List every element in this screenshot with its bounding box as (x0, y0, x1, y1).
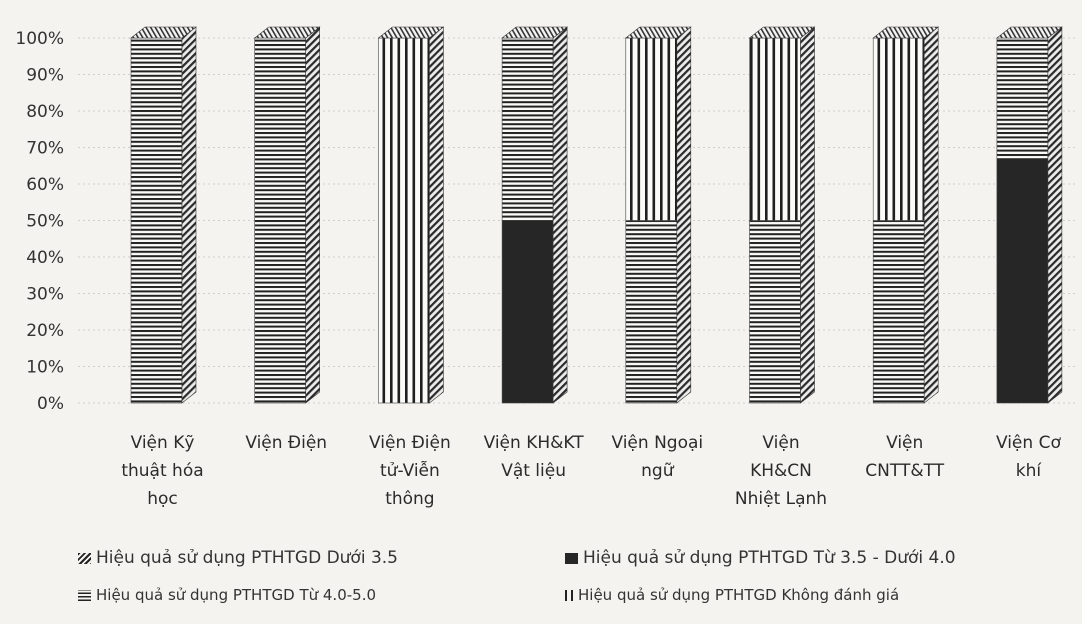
bar-stack (872, 26, 940, 404)
grid-lines (78, 37, 1078, 404)
bar-segment (996, 158, 1049, 404)
legend-label: Hiệu quả sử dụng PTHTGD Từ 3.5 - Dưới 4.… (583, 548, 956, 568)
legend: Hiệu quả sử dụng PTHTGD Dưới 3.5 Hiệu qu… (78, 548, 1078, 624)
y-tick-label: 60% (26, 175, 64, 195)
bar-top-face (501, 26, 568, 39)
bar-segment (749, 37, 801, 221)
bar-stack (253, 26, 321, 404)
bar-top-face (130, 26, 197, 39)
legend-item-not-rated: Hiệu quả sử dụng PTHTGD Không đánh giá (565, 586, 899, 604)
x-category-label: ngữ (641, 461, 675, 481)
x-category-label: Viện (762, 433, 799, 453)
bar-side-face (305, 26, 321, 404)
bars (130, 26, 1063, 404)
x-category-label: Vật liệu (501, 461, 566, 481)
bar-segment (872, 37, 925, 221)
legend-label: Hiệu quả sử dụng PTHTGD Không đánh giá (578, 586, 900, 604)
x-category-label: Viện (886, 433, 923, 453)
y-tick-label: 40% (26, 248, 64, 268)
bar-stack (748, 26, 816, 404)
bar-side-face (181, 26, 197, 404)
bar-segment (996, 37, 1049, 159)
diagonal-hatch-icon (78, 552, 91, 564)
x-category-label: khí (1016, 461, 1043, 481)
horizontal-stripes-icon (78, 589, 91, 601)
bar-stack (130, 26, 197, 404)
legend-label: Hiệu quả sử dụng PTHTGD Dưới 3.5 (96, 548, 398, 568)
bar-segment (625, 37, 678, 221)
x-category-label: KH&CN (750, 461, 812, 481)
x-category-label: Viện Điện (245, 433, 327, 453)
x-category-label: thông (385, 489, 434, 509)
bar-top-face (872, 26, 940, 39)
y-tick-label: 20% (26, 321, 64, 341)
legend-label: Hiệu quả sử dụng PTHTGD Từ 4.0-5.0 (96, 586, 377, 604)
bar-segment (254, 37, 306, 404)
bar-segment (378, 37, 430, 404)
bar-top-face (253, 26, 321, 39)
x-category-label: Nhiệt Lạnh (735, 489, 827, 509)
y-tick-label: 80% (26, 102, 64, 122)
bar-segment (501, 220, 554, 404)
y-tick-label: 0% (37, 394, 64, 414)
x-category-label: tử-Viễn (380, 460, 440, 481)
bar-side-face (800, 26, 815, 404)
y-tick-label: 30% (26, 285, 64, 305)
legend-item-3-5-to-4-0: Hiệu quả sử dụng PTHTGD Từ 3.5 - Dưới 4.… (565, 548, 956, 568)
bar-top-face (624, 26, 692, 39)
bar-segment (501, 37, 554, 221)
x-category-label: Viện Điện (369, 433, 451, 453)
bar-stack (377, 26, 445, 404)
bar-top-face (377, 26, 445, 39)
x-category-label: học (147, 489, 178, 509)
legend-item-below-3-5: Hiệu quả sử dụng PTHTGD Dưới 3.5 (78, 548, 398, 568)
bar-stack (501, 26, 568, 404)
bar-side-face (923, 26, 939, 404)
bar-side-face (429, 26, 444, 404)
x-category-label: Viện Ngoại (611, 433, 703, 453)
y-tick-label: 100% (15, 29, 64, 49)
bar-segment (872, 220, 925, 404)
chart-plot: 0% 10% 20% 30% 40% 50% 60% 70% 80% 90% 100% Viện K… (15, 26, 1078, 509)
bar-segment (130, 37, 183, 404)
legend-item-4-0-to-5-0: Hiệu quả sử dụng PTHTGD Từ 4.0-5.0 (78, 586, 376, 604)
bar-top-face (748, 26, 816, 39)
x-axis-labels: Viện Kỹ thuật hóa học Viện Điện Viện Điện tử-… (121, 433, 1061, 509)
y-tick-label: 10% (26, 358, 64, 378)
bar-stack (624, 26, 692, 404)
bar-segment (749, 220, 801, 404)
y-tick-label: 50% (26, 212, 64, 232)
vertical-stripes-icon (565, 589, 573, 601)
x-category-label: CNTT&TT (865, 461, 944, 481)
x-category-label: thuật hóa (121, 461, 203, 481)
bar-top-face (996, 26, 1063, 39)
x-category-label: Viện Kỹ (131, 433, 195, 453)
y-tick-label: 90% (26, 66, 64, 86)
bar-side-face (1047, 26, 1063, 404)
y-axis-ticks: 0% 10% 20% 30% 40% 50% 60% 70% 80% 90% 100% (15, 29, 64, 414)
bar-stack (996, 26, 1063, 404)
x-category-label: Viện KH&KT (484, 433, 585, 453)
bar-side-face (552, 26, 568, 404)
y-tick-label: 70% (26, 139, 64, 159)
solid-square-icon (565, 552, 578, 564)
bar-segment (625, 220, 678, 404)
bar-side-face (676, 26, 692, 404)
x-category-label: Viện Cơ (996, 433, 1061, 453)
